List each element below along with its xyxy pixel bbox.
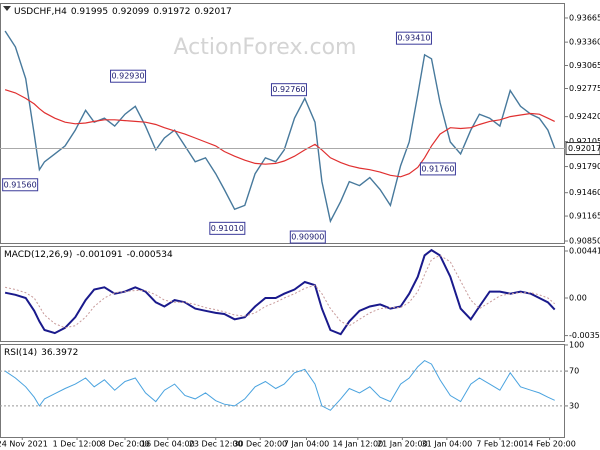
x-tick-label: 1 Dec 12:00 bbox=[53, 440, 102, 449]
y-tick-label: 0.91790 bbox=[569, 162, 600, 171]
x-tick-label: 14 Jan 12:00 bbox=[333, 440, 384, 449]
y-tick-label: 0.004412 bbox=[569, 246, 600, 255]
ohlc-value: 0.92099 bbox=[112, 7, 149, 17]
x-tick-label: 23 Dec 12:00 bbox=[189, 440, 243, 449]
annotation-label: 0.91760 bbox=[421, 164, 454, 173]
x-tick-label: 21 Jan 20:00 bbox=[377, 440, 428, 449]
y-tick-label: 0.92775 bbox=[569, 84, 600, 93]
ohlc-value: 0.91972 bbox=[153, 7, 190, 17]
x-tick-label: 24 Nov 2021 bbox=[0, 440, 48, 449]
x-tick-label: 8 Dec 20:00 bbox=[101, 440, 150, 449]
panel-header: RSI(14) 36.3972 bbox=[4, 348, 78, 358]
annotation-box bbox=[209, 221, 246, 235]
annotation-box bbox=[270, 83, 307, 97]
series-line bbox=[4, 30, 556, 224]
ohlc-value: 0.91995 bbox=[71, 7, 108, 17]
y-tick-label: 100 bbox=[569, 340, 584, 349]
x-tick-label: 30 Dec 20:00 bbox=[233, 440, 287, 449]
annotation-label: 0.90900 bbox=[291, 233, 324, 242]
y-tick-label: 70 bbox=[569, 367, 579, 376]
x-tick-label: 16 Dec 04:00 bbox=[141, 440, 195, 449]
annotation-label: 0.93410 bbox=[397, 34, 430, 43]
x-tick-label: 7 Feb 12:00 bbox=[476, 440, 523, 449]
current-price-box bbox=[565, 142, 600, 156]
watermark: ActionForex.com bbox=[174, 35, 357, 60]
y-tick-label: -0.003528 bbox=[569, 331, 600, 340]
y-tick-label: 0.90850 bbox=[569, 237, 600, 246]
y-tick-label: 0.91165 bbox=[569, 212, 600, 221]
annotation-label: 0.92760 bbox=[272, 85, 305, 94]
annotation-label: 0.91560 bbox=[4, 180, 37, 189]
x-tick-label: 14 Feb 20:00 bbox=[523, 440, 575, 449]
panel-header: USDCHF,H4 0.91995 0.92099 0.91972 0.92017 bbox=[14, 7, 232, 17]
panel-header: MACD(12,26,9) -0.001091 -0.000534 bbox=[4, 250, 173, 260]
y-tick-label: 0.92420 bbox=[569, 112, 600, 121]
panel-title: MACD(12,26,9) bbox=[4, 250, 72, 260]
series-line bbox=[4, 89, 555, 178]
y-tick-label: 0.93065 bbox=[569, 61, 600, 70]
x-tick-label: 7 Jan 04:00 bbox=[284, 440, 330, 449]
panel-frame bbox=[0, 246, 565, 342]
panel-title: USDCHF,H4 bbox=[14, 7, 67, 17]
ohlc-value: 0.92017 bbox=[194, 7, 231, 17]
panel-title: RSI(14) bbox=[4, 348, 37, 358]
last-value: 36.3972 bbox=[41, 348, 78, 358]
y-tick-label: 0.92105 bbox=[569, 137, 600, 146]
annotation-label: 0.92930 bbox=[111, 72, 144, 81]
annotation-box bbox=[419, 162, 456, 176]
y-tick-label: 0.91460 bbox=[569, 188, 600, 197]
annotation-box bbox=[289, 230, 326, 244]
current-price-label: 0.92017 bbox=[568, 144, 600, 153]
annotation-box bbox=[395, 31, 432, 45]
symbol-icon bbox=[3, 6, 11, 11]
y-tick-label: 0.93665 bbox=[569, 13, 600, 22]
series-line bbox=[4, 254, 556, 329]
annotation-box bbox=[110, 69, 147, 83]
y-tick-label: 30 bbox=[569, 401, 579, 410]
last-value: -0.000534 bbox=[127, 250, 173, 260]
x-tick-label: 31 Jan 04:00 bbox=[422, 440, 473, 449]
panel-frame bbox=[0, 344, 565, 438]
panel-frame bbox=[0, 3, 565, 244]
last-value: -0.001091 bbox=[76, 250, 122, 260]
annotation-label: 0.91010 bbox=[211, 224, 244, 233]
series-line bbox=[4, 248, 556, 336]
annotation-box bbox=[2, 178, 39, 192]
y-tick-label: 0.93360 bbox=[569, 38, 600, 47]
y-tick-label: 0.00 bbox=[569, 293, 587, 302]
series-line bbox=[4, 359, 555, 411]
